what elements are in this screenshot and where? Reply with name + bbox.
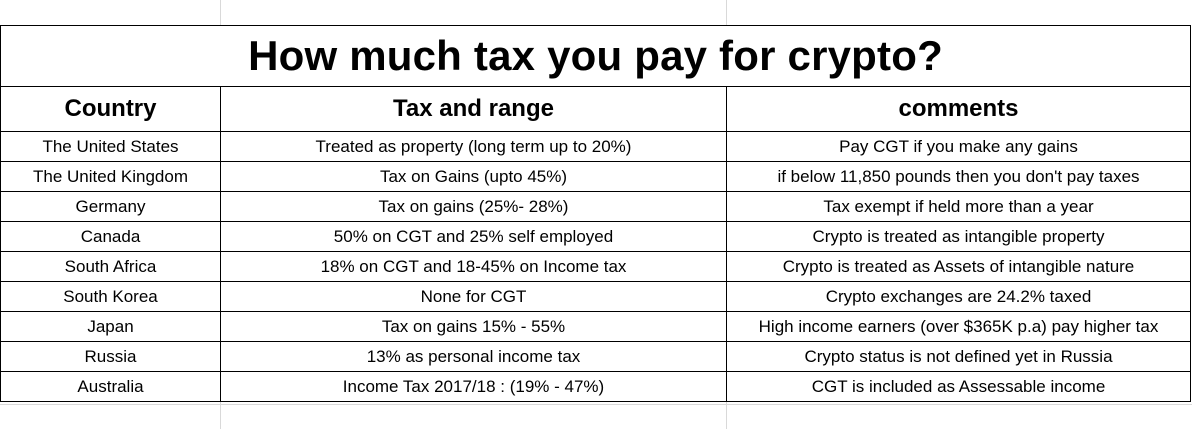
tax-cell[interactable]: 13% as personal income tax: [220, 341, 727, 372]
country-cell[interactable]: Russia: [0, 341, 221, 372]
comment-cell[interactable]: Crypto exchanges are 24.2% taxed: [725, 281, 1192, 312]
header-comments[interactable]: comments: [725, 86, 1192, 132]
country-cell[interactable]: The United States: [0, 131, 221, 162]
country-cell[interactable]: Canada: [0, 221, 221, 252]
comment-cell[interactable]: Crypto is treated as Assets of intangibl…: [725, 251, 1192, 282]
tax-cell[interactable]: Tax on Gains (upto 45%): [220, 161, 727, 192]
table-row: Germany Tax on gains (25%- 28%) Tax exem…: [0, 191, 1192, 222]
comment-cell[interactable]: CGT is included as Assessable income: [725, 371, 1192, 402]
country-cell[interactable]: Japan: [0, 311, 221, 342]
country-cell[interactable]: South Korea: [0, 281, 221, 312]
crypto-tax-table: How much tax you pay for crypto? Country…: [0, 25, 1192, 402]
tax-cell[interactable]: 18% on CGT and 18-45% on Income tax: [220, 251, 727, 282]
tax-sheet: How much tax you pay for crypto? Country…: [0, 25, 1192, 402]
table-row: Russia 13% as personal income tax Crypto…: [0, 341, 1192, 372]
title-row: How much tax you pay for crypto?: [0, 25, 1192, 87]
table-row: South Korea None for CGT Crypto exchange…: [0, 281, 1192, 312]
tax-cell[interactable]: 50% on CGT and 25% self employed: [220, 221, 727, 252]
table-row: The United States Treated as property (l…: [0, 131, 1192, 162]
comment-cell[interactable]: High income earners (over $365K p.a) pay…: [725, 311, 1192, 342]
table-title[interactable]: How much tax you pay for crypto?: [0, 25, 1192, 87]
comment-cell[interactable]: Crypto is treated as intangible property: [725, 221, 1192, 252]
comment-cell[interactable]: Crypto status is not defined yet in Russ…: [725, 341, 1192, 372]
tax-cell[interactable]: Treated as property (long term up to 20%…: [220, 131, 727, 162]
country-cell[interactable]: The United Kingdom: [0, 161, 221, 192]
table-row: Japan Tax on gains 15% - 55% High income…: [0, 311, 1192, 342]
country-cell[interactable]: Australia: [0, 371, 221, 402]
gridline: [0, 404, 1192, 405]
country-cell[interactable]: South Africa: [0, 251, 221, 282]
country-cell[interactable]: Germany: [0, 191, 221, 222]
header-row: Country Tax and range comments: [0, 86, 1192, 132]
tax-cell[interactable]: Income Tax 2017/18 : (19% - 47%): [220, 371, 727, 402]
header-tax-and-range[interactable]: Tax and range: [220, 86, 727, 132]
table-row: The United Kingdom Tax on Gains (upto 45…: [0, 161, 1192, 192]
tax-cell[interactable]: None for CGT: [220, 281, 727, 312]
tax-cell[interactable]: Tax on gains 15% - 55%: [220, 311, 727, 342]
header-country[interactable]: Country: [0, 86, 221, 132]
table-row: South Africa 18% on CGT and 18-45% on In…: [0, 251, 1192, 282]
table-row: Australia Income Tax 2017/18 : (19% - 47…: [0, 371, 1192, 402]
tax-cell[interactable]: Tax on gains (25%- 28%): [220, 191, 727, 222]
comment-cell[interactable]: Tax exempt if held more than a year: [725, 191, 1192, 222]
comment-cell[interactable]: Pay CGT if you make any gains: [725, 131, 1192, 162]
table-row: Canada 50% on CGT and 25% self employed …: [0, 221, 1192, 252]
comment-cell[interactable]: if below 11,850 pounds then you don't pa…: [725, 161, 1192, 192]
